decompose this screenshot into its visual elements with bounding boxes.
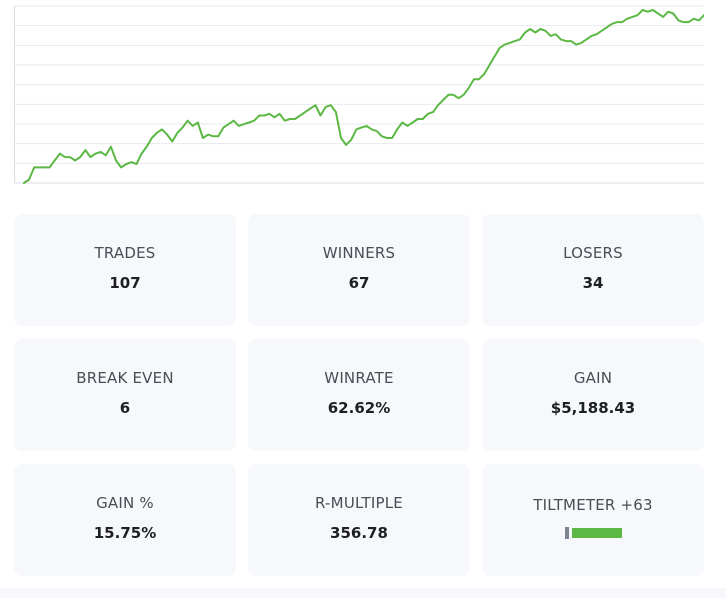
trades-card: TRADES 107 bbox=[14, 214, 236, 326]
tiltmeter-bar bbox=[564, 526, 622, 540]
bottom-strip bbox=[0, 588, 726, 598]
trades-label: TRADES bbox=[94, 244, 156, 262]
stats-grid: TRADES 107 WINNERS 67 LOSERS 34 BREAK EV… bbox=[14, 214, 704, 576]
gain-percent-card: GAIN % 15.75% bbox=[14, 464, 236, 576]
gain-card: GAIN $5,188.43 bbox=[482, 339, 704, 451]
gain-value: $5,188.43 bbox=[550, 399, 636, 417]
gain-percent-label: GAIN % bbox=[96, 494, 154, 512]
gain-label: GAIN bbox=[573, 369, 613, 387]
losers-card: LOSERS 34 bbox=[482, 214, 704, 326]
break-even-label: BREAK EVEN bbox=[76, 369, 174, 387]
chart-grid bbox=[14, 5, 704, 184]
trades-value: 107 bbox=[109, 274, 141, 292]
r-multiple-label: R-MULTIPLE bbox=[315, 494, 403, 512]
winners-card: WINNERS 67 bbox=[248, 214, 470, 326]
winners-label: WINNERS bbox=[322, 244, 396, 262]
tiltmeter-label: TILTMETER +63 bbox=[533, 496, 653, 514]
winrate-value: 62.62% bbox=[327, 399, 391, 417]
winrate-label: WINRATE bbox=[324, 369, 394, 387]
equity-curve-chart bbox=[14, 5, 704, 184]
winners-value: 67 bbox=[348, 274, 370, 292]
tiltmeter-card: TILTMETER +63 bbox=[482, 464, 704, 576]
r-multiple-card: R-MULTIPLE 356.78 bbox=[248, 464, 470, 576]
chart-series bbox=[23, 9, 704, 184]
break-even-value: 6 bbox=[119, 399, 131, 417]
equity-series-line bbox=[23, 9, 704, 184]
winrate-card: WINRATE 62.62% bbox=[248, 339, 470, 451]
gain-percent-value: 15.75% bbox=[93, 524, 157, 542]
r-multiple-value: 356.78 bbox=[330, 524, 388, 542]
losers-value: 34 bbox=[582, 274, 604, 292]
tiltmeter-negative-segment bbox=[564, 527, 569, 539]
break-even-card: BREAK EVEN 6 bbox=[14, 339, 236, 451]
tiltmeter-positive-segment bbox=[571, 528, 622, 538]
losers-label: LOSERS bbox=[563, 244, 623, 262]
